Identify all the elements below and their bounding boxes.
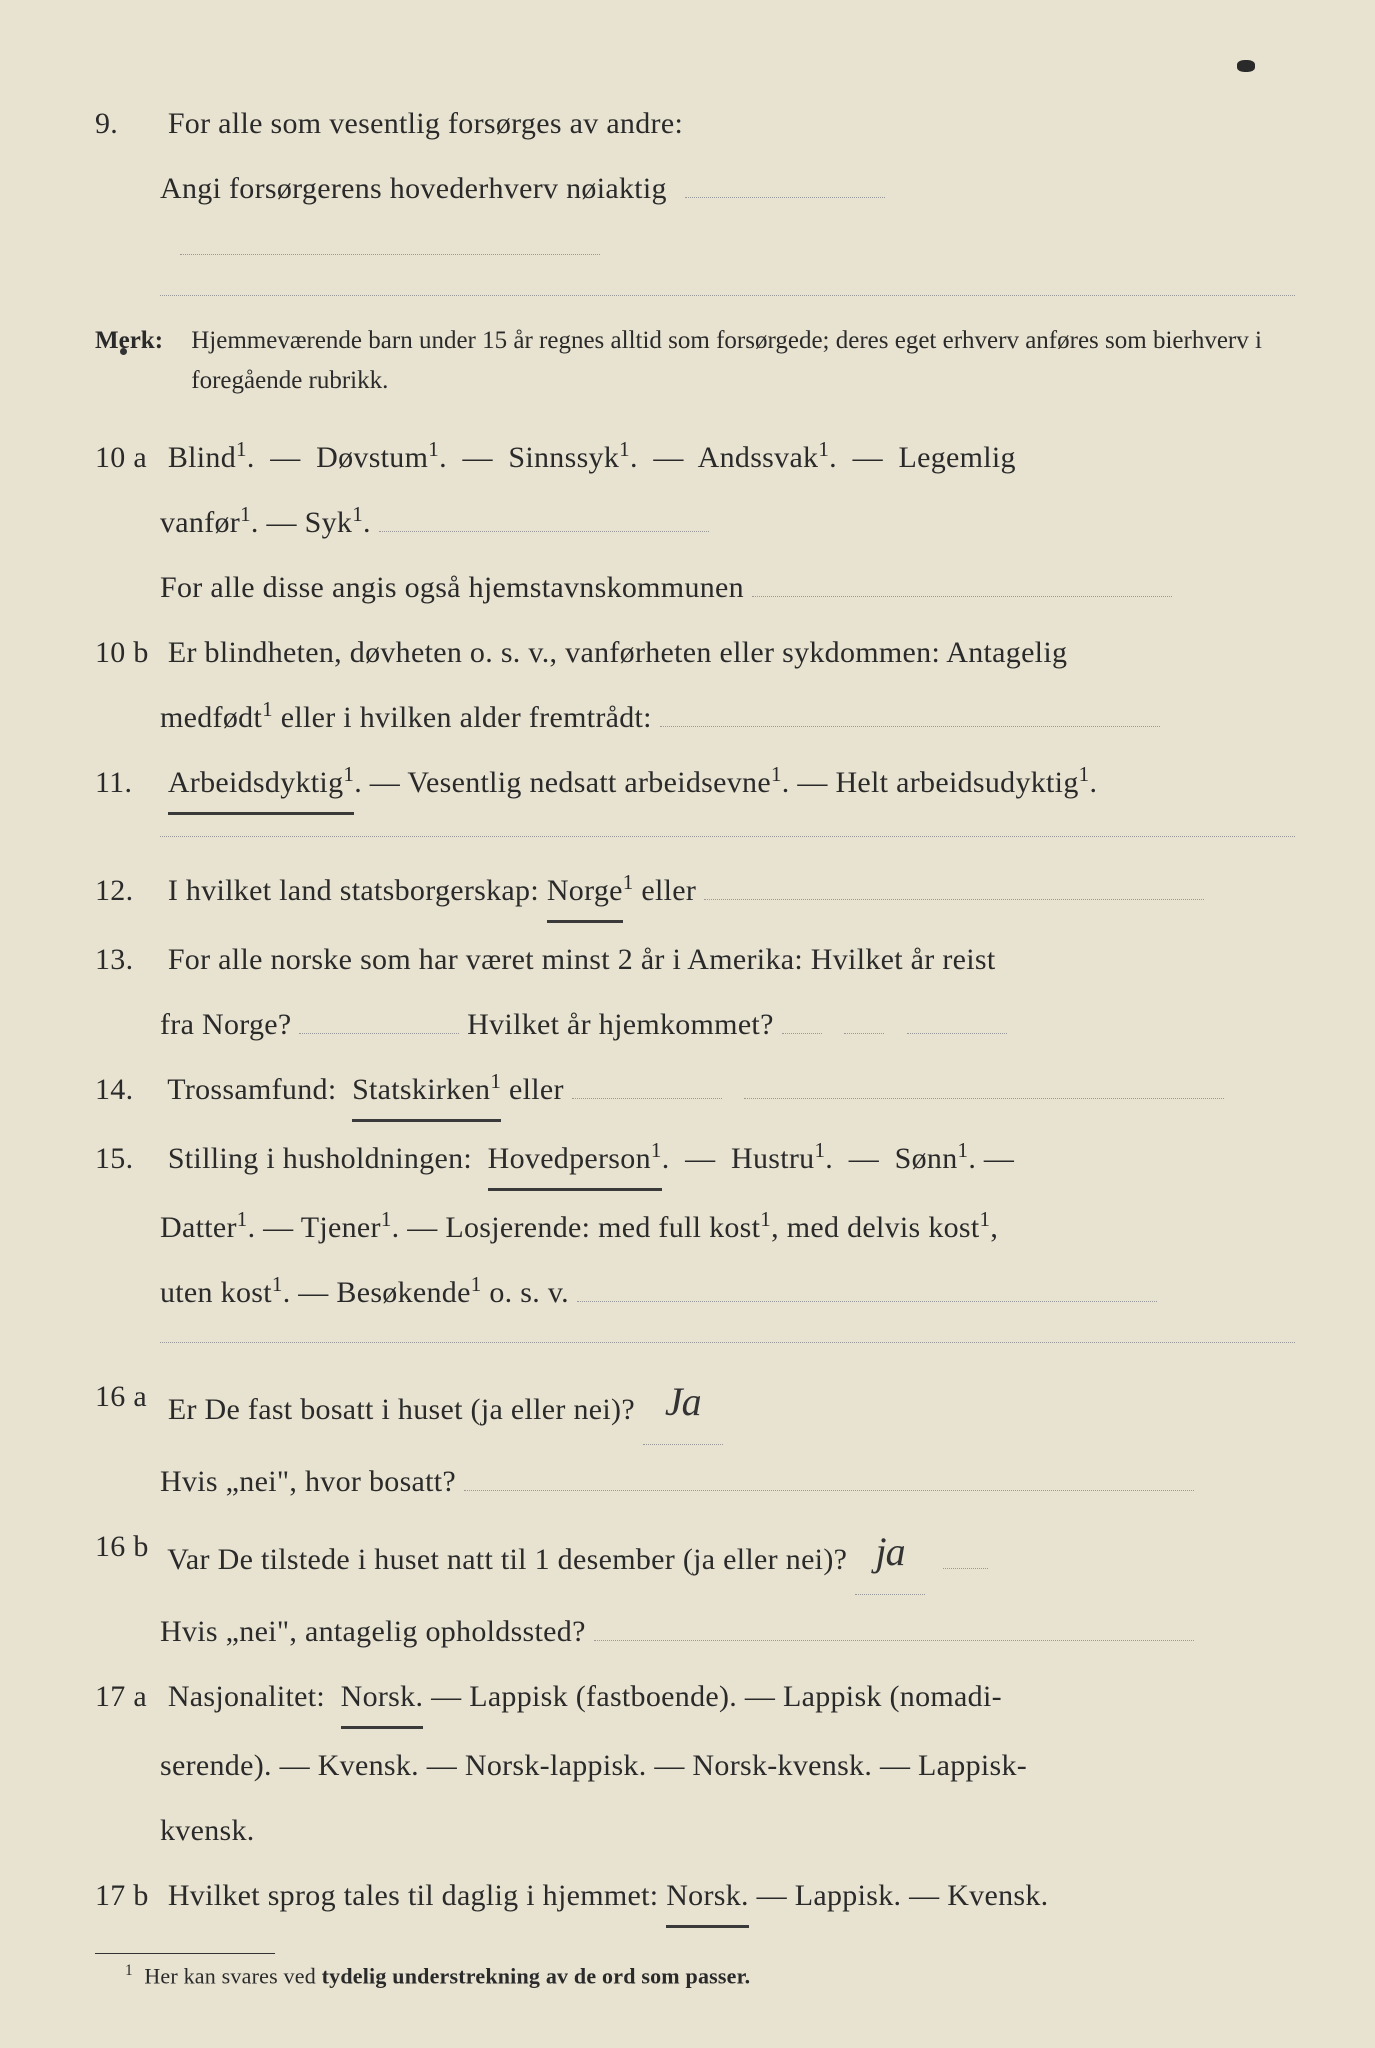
q13-line1: 13. For alle norske som har været minst … [95,931,1295,988]
blank-line [379,531,709,532]
q16a-num: 16 a [95,1368,160,1425]
q11: 11. Arbeidsdyktig1. — Vesentlig nedsatt … [95,754,1295,815]
blank-line [943,1568,988,1569]
q13-line2: fra Norge? Hvilket år hjemkommet? [95,996,1295,1053]
blank-line [685,197,885,198]
blank-line [907,1033,1007,1034]
q17a-line1: 17 a Nasjonalitet: Norsk. — Lappisk (fas… [95,1668,1295,1729]
q16b-line2: Hvis „nei", antagelig opholdssted? [95,1603,1295,1660]
merk-text: Hjemmeværende barn under 15 år regnes al… [191,321,1271,401]
q16a-line2: Hvis „nei", hvor bosatt? [95,1453,1295,1510]
q15-line1: 15. Stilling i husholdningen: Hovedperso… [95,1130,1295,1191]
note-merk: Merk: Hjemmeværende barn under 15 år reg… [95,321,1295,401]
q13-num: 13. [95,931,160,988]
q10a-line1: 10 a Blind1. — Døvstum1. — Sinnssyk1. — … [95,429,1295,486]
q9-text2: Angi forsørgerens hovederhverv nøiaktig [160,172,667,205]
q10b-num: 10 b [95,624,160,681]
q16b-answer: ja [875,1529,904,1574]
blank-line [744,1098,1224,1099]
blank-line [572,1098,722,1099]
blank-line [704,899,1204,900]
q9-line2: Angi forsørgerens hovederhverv nøiaktig [95,160,1295,274]
blank-line [782,1033,822,1034]
q10a-num: 10 a [95,429,160,486]
q17a-num: 17 a [95,1668,160,1725]
q16b-num: 16 b [95,1518,160,1575]
smudge-mark [1237,60,1255,72]
blank-line [299,1033,459,1034]
blank-line [180,254,600,255]
q14-num: 14. [95,1061,160,1118]
q12-num: 12. [95,862,160,919]
footnote-text: 1 Her kan svares ved tydelig understrekn… [95,1962,1295,1989]
q17a-line3: kvensk. [95,1802,1295,1859]
separator [160,1341,1295,1343]
q17b-num: 17 b [95,1867,160,1924]
q14: 14. Trossamfund: Statskirken1 eller [95,1061,1295,1122]
blank-line [464,1490,1194,1491]
q12: 12. I hvilket land statsborgerskap: Norg… [95,862,1295,923]
q10b-line1: 10 b Er blindheten, døvheten o. s. v., v… [95,624,1295,681]
blank-line [752,596,1172,597]
q10a-line2: vanfør1. — Syk1. [95,494,1295,551]
q16a-answer: Ja [665,1379,701,1424]
blank-line [577,1301,1157,1302]
q9-num: 9. [95,95,160,152]
q10b-line2: medfødt1 eller i hvilken alder fremtrådt… [95,689,1295,746]
q15-num: 15. [95,1130,160,1187]
merk-label: Merk: [95,327,163,354]
q9-text1: For alle som vesentlig forsørges av andr… [168,107,683,140]
q16a-line1: 16 a Er De fast bosatt i huset (ja eller… [95,1368,1295,1445]
ink-dot [120,348,127,355]
q15-line2: Datter1. — Tjener1. — Losjerende: med fu… [95,1199,1295,1256]
q17b: 17 b Hvilket sprog tales til daglig i hj… [95,1867,1295,1928]
separator [160,294,1295,296]
q10a-line3: For alle disse angis også hjemstavnskomm… [95,559,1295,616]
q16b-line1: 16 b Var De tilstede i huset natt til 1 … [95,1518,1295,1595]
blank-line [660,726,1160,727]
blank-line [844,1033,884,1034]
q15-line3: uten kost1. — Besøkende1 o. s. v. [95,1264,1295,1321]
census-form-page: 9. For alle som vesentlig forsørges av a… [0,0,1375,2048]
blank-line [594,1640,1194,1641]
separator [160,835,1295,837]
footnote-rule [95,1953,275,1954]
q9-line1: 9. For alle som vesentlig forsørges av a… [95,95,1295,152]
q17a-line2: serende). — Kvensk. — Norsk-lappisk. — N… [95,1737,1295,1794]
q11-num: 11. [95,754,160,811]
